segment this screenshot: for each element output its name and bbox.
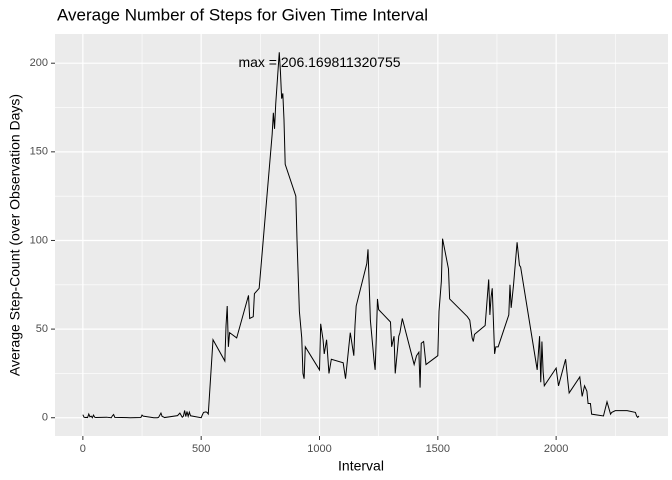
chart-title: Average Number of Steps for Given Time I… xyxy=(57,5,428,24)
x-tick-label: 2000 xyxy=(544,443,568,455)
panel xyxy=(55,34,668,436)
x-tick-label: 0 xyxy=(80,443,86,455)
x-tick-label: 1500 xyxy=(426,443,450,455)
y-tick-label: 0 xyxy=(42,412,48,424)
x-tick-label: 1000 xyxy=(307,443,331,455)
annotation: max = 206.169811320755 xyxy=(238,54,400,70)
x-tick-label: 500 xyxy=(192,443,210,455)
y-tick-label: 50 xyxy=(36,323,48,335)
y-axis-title: Average Step-Count (over Observation Day… xyxy=(7,94,23,376)
y-tick-label: 200 xyxy=(30,57,48,69)
y-tick-label: 150 xyxy=(30,146,48,158)
x-axis-title: Interval xyxy=(338,458,384,474)
line xyxy=(82,52,640,419)
y-tick-label: 100 xyxy=(30,234,48,246)
